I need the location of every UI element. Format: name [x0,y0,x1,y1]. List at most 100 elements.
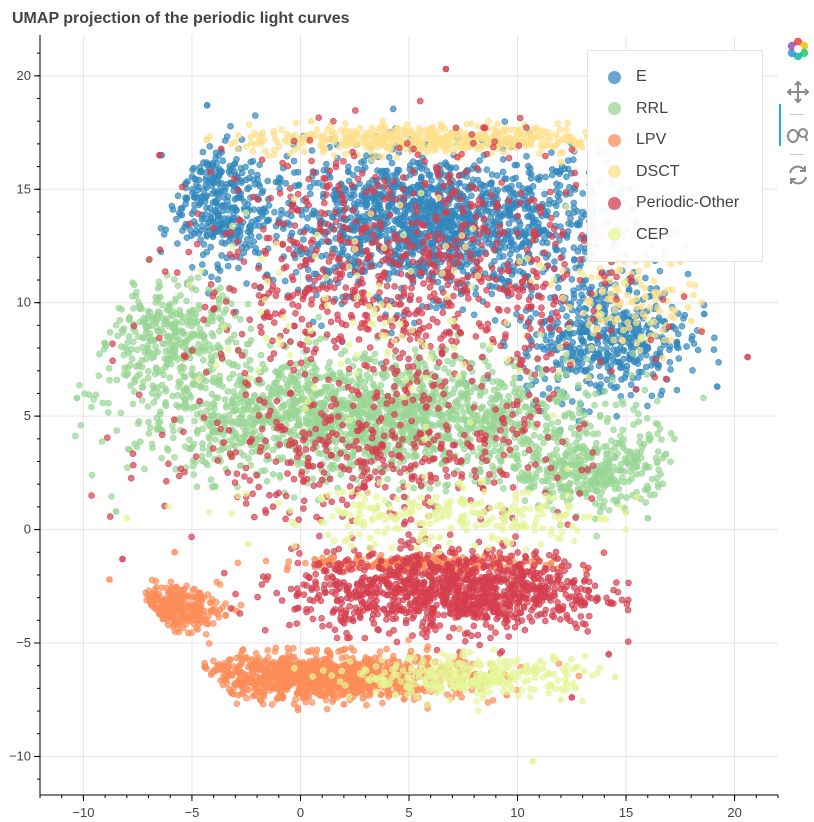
data-point [528,191,535,198]
data-point [210,657,217,665]
data-point [667,458,674,466]
data-point [538,371,546,379]
data-point [113,427,120,434]
data-point [255,233,263,240]
data-point [88,471,96,479]
data-point [658,436,665,443]
data-point [317,335,324,343]
data-point [491,447,498,455]
data-point [230,210,237,218]
data-point [231,160,238,168]
data-point [230,388,237,395]
data-point [130,338,137,346]
data-point [662,450,670,458]
data-point [318,403,326,411]
data-point [524,352,531,360]
data-point [570,199,578,207]
data-point [384,441,392,449]
data-point [619,444,627,452]
data-point [402,214,409,221]
data-point [524,162,532,170]
data-point [493,172,501,179]
data-point [209,377,216,385]
data-point [225,237,233,245]
data-point [332,195,340,203]
data-point [207,476,215,484]
data-point [290,395,298,403]
data-point [582,276,590,284]
data-point [96,350,103,358]
data-point [562,370,570,378]
data-point [600,498,608,505]
data-point [290,494,298,501]
data-point [602,357,610,365]
data-point [230,360,238,368]
data-point [81,390,88,398]
data-point [282,180,290,187]
data-point [206,346,213,354]
data-point [383,405,391,413]
data-point [147,424,154,432]
data-point [189,372,197,379]
data-point [128,355,136,363]
data-point [129,292,136,300]
data-point [482,417,490,425]
data-point [491,218,499,225]
data-point [187,333,194,341]
data-point [618,376,625,383]
data-point [411,346,419,354]
data-point [554,284,562,292]
data-point [375,202,382,209]
data-point [169,422,176,429]
data-point [162,348,169,355]
data-point [710,334,718,342]
data-point [247,325,255,333]
data-point [268,390,275,397]
data-point [656,267,664,275]
data-point [212,436,219,443]
data-point [263,477,271,485]
data-point [407,226,415,234]
data-point [389,225,397,232]
data-point [281,277,289,285]
data-point [419,383,427,390]
data-point [594,430,602,437]
data-point [694,346,702,354]
data-point [183,297,190,305]
data-point [189,166,196,174]
data-point [250,206,258,213]
data-point [219,221,227,228]
data-point [575,314,582,322]
data-point [429,186,436,193]
data-point [525,437,533,444]
data-point [269,446,277,454]
data-point [205,450,213,458]
data-point [326,367,334,375]
data-point [464,453,472,460]
data-point [169,392,176,400]
data-point [221,215,228,222]
data-point [533,343,541,350]
data-point [684,270,692,278]
data-point [548,171,556,179]
data-point [470,383,478,391]
data-point [633,289,641,297]
data-point [516,221,524,228]
data-point [187,393,194,401]
data-point [627,468,634,476]
data-point [588,454,595,462]
data-point [189,189,196,197]
data-point [423,212,431,220]
data-point [582,389,590,397]
data-point [483,166,491,173]
data-point [248,448,256,456]
data-point [244,228,252,235]
data-point [587,480,595,488]
data-point [648,392,656,400]
data-point [547,331,555,339]
data-point [248,168,255,176]
data-point [315,449,322,457]
data-point [623,494,631,501]
data-point [164,446,172,454]
